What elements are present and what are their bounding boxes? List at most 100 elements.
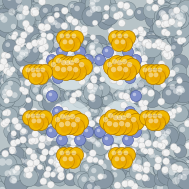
Circle shape [119, 36, 126, 43]
Circle shape [115, 124, 123, 133]
Circle shape [113, 69, 121, 78]
Circle shape [65, 30, 72, 37]
Circle shape [177, 163, 189, 187]
Circle shape [125, 51, 132, 57]
Circle shape [89, 45, 95, 50]
Circle shape [154, 64, 170, 80]
Circle shape [16, 6, 23, 13]
Circle shape [93, 129, 99, 134]
Circle shape [90, 43, 108, 61]
Circle shape [38, 165, 40, 167]
Circle shape [170, 172, 183, 185]
Circle shape [109, 139, 113, 143]
Circle shape [142, 42, 148, 48]
Circle shape [37, 164, 43, 170]
Circle shape [147, 148, 154, 155]
Circle shape [44, 73, 56, 85]
Circle shape [110, 135, 125, 149]
Circle shape [150, 37, 154, 42]
Circle shape [61, 22, 68, 29]
Circle shape [8, 168, 15, 175]
Circle shape [139, 111, 154, 125]
Circle shape [37, 116, 44, 123]
Circle shape [160, 93, 166, 99]
Circle shape [44, 137, 49, 142]
Circle shape [159, 168, 166, 175]
Circle shape [14, 33, 15, 34]
Circle shape [169, 15, 186, 32]
Circle shape [19, 45, 23, 49]
Circle shape [161, 43, 164, 46]
Circle shape [64, 90, 75, 101]
Circle shape [1, 16, 8, 23]
Circle shape [177, 96, 182, 101]
Circle shape [63, 30, 77, 46]
Circle shape [69, 145, 76, 152]
Circle shape [177, 170, 189, 189]
Circle shape [115, 156, 119, 161]
Circle shape [98, 0, 116, 13]
Circle shape [168, 15, 189, 39]
Circle shape [107, 134, 109, 136]
Circle shape [123, 2, 130, 9]
Circle shape [48, 87, 53, 93]
Circle shape [24, 79, 31, 86]
Circle shape [140, 79, 144, 83]
Circle shape [36, 149, 53, 165]
Circle shape [33, 115, 49, 130]
Circle shape [140, 89, 156, 105]
Circle shape [133, 129, 136, 132]
Circle shape [32, 144, 39, 150]
Circle shape [0, 13, 5, 20]
Circle shape [19, 38, 33, 53]
Circle shape [9, 25, 27, 44]
Circle shape [16, 40, 34, 58]
Circle shape [166, 21, 172, 27]
Circle shape [42, 136, 48, 142]
Circle shape [90, 51, 94, 54]
Circle shape [17, 125, 30, 139]
Circle shape [6, 163, 25, 182]
Circle shape [57, 57, 74, 74]
Circle shape [101, 178, 118, 189]
Circle shape [31, 130, 52, 151]
Circle shape [15, 77, 32, 94]
Circle shape [93, 0, 99, 4]
Circle shape [59, 137, 62, 140]
Circle shape [0, 154, 17, 177]
Circle shape [158, 98, 165, 105]
Circle shape [53, 53, 54, 55]
Circle shape [136, 42, 142, 48]
Circle shape [133, 42, 148, 57]
Circle shape [40, 0, 42, 2]
Circle shape [0, 58, 7, 65]
Circle shape [41, 129, 45, 133]
Circle shape [25, 29, 31, 35]
Circle shape [117, 60, 122, 65]
Circle shape [92, 138, 107, 153]
Circle shape [164, 4, 186, 26]
Circle shape [129, 137, 136, 144]
Circle shape [75, 147, 82, 154]
Circle shape [146, 70, 160, 84]
Circle shape [75, 117, 80, 122]
Circle shape [113, 153, 121, 160]
Circle shape [95, 126, 101, 132]
Circle shape [96, 137, 100, 141]
Circle shape [121, 120, 139, 138]
Circle shape [2, 103, 9, 110]
Circle shape [130, 160, 135, 165]
Circle shape [136, 139, 143, 145]
Circle shape [143, 149, 148, 154]
Circle shape [38, 46, 45, 53]
Circle shape [57, 68, 65, 77]
Circle shape [70, 98, 73, 100]
Circle shape [43, 64, 45, 66]
Circle shape [85, 57, 88, 60]
Circle shape [180, 5, 188, 13]
Circle shape [120, 127, 122, 129]
Circle shape [90, 137, 95, 142]
Circle shape [172, 145, 174, 147]
Circle shape [172, 18, 178, 24]
Circle shape [177, 21, 183, 27]
